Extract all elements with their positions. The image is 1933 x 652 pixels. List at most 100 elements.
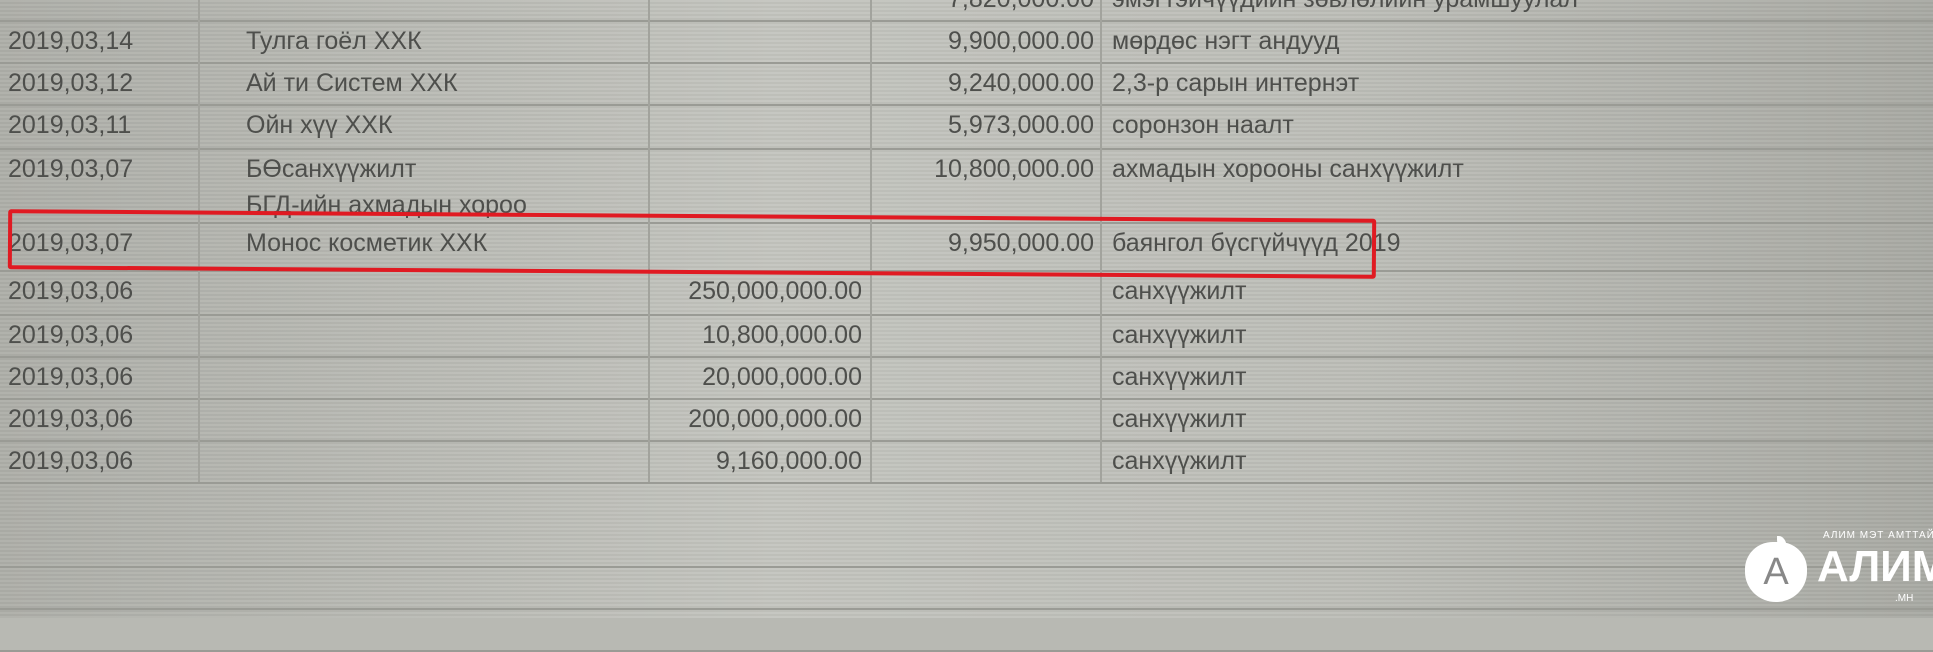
empty-row [0,608,1933,652]
table-row: 2019,03,07 БӨсанхүүжилт БГД-ийн ахмадын хо… [0,148,1933,224]
description-cell[interactable]: санхүүжилт [1102,440,1933,482]
expense-cell[interactable]: 10,800,000.00 [872,148,1102,222]
income-cell[interactable]: 200,000,000.00 [650,398,872,440]
table-row: 2019,03,06 9,160,000.00 санхүүжилт [0,440,1933,484]
name-cell[interactable] [200,270,650,314]
logo-letter: А [1763,551,1789,593]
name-cell[interactable] [200,314,650,356]
income-cell-text: 200,000,000.00 [688,405,862,433]
name-cell-line2: БГД-ийн ахмадын хороо [246,191,527,219]
date-cell[interactable]: 2019,03,07 [0,222,200,270]
date-cell[interactable]: 2019,03,06 [0,270,200,314]
expense-cell[interactable]: 7,820,000.00 [872,0,1102,20]
description-cell-text: ахмадын хорооны санхүүжилт [1112,155,1464,183]
description-cell[interactable]: 2,3-р сарын интернэт [1102,62,1933,104]
expense-cell-text: 9,240,000.00 [948,69,1094,97]
expense-cell[interactable]: 9,240,000.00 [872,62,1102,104]
description-cell[interactable]: санхүүжилт [1102,314,1933,356]
income-cell[interactable]: 9,160,000.00 [650,440,872,482]
income-cell[interactable]: 10,800,000.00 [650,314,872,356]
date-cell-text: 2019,03,12 [8,69,134,97]
description-cell[interactable]: санхүүжилт [1102,270,1933,314]
expense-cell[interactable] [872,356,1102,398]
expense-cell[interactable] [872,270,1102,314]
name-cell[interactable]: Тулга гоёл ХХК [200,20,650,62]
expense-cell[interactable] [872,440,1102,482]
description-cell[interactable]: мөрдөс нэгт андууд [1102,20,1933,62]
table-row: 2019,03,07 Монос косметик ХХК 9,950,000.00… [0,222,1933,272]
name-cell-text: Тулга гоёл ХХК [246,27,422,55]
name-cell[interactable] [200,0,650,20]
expense-cell[interactable] [872,314,1102,356]
description-cell-text: санхүүжилт [1112,447,1247,475]
empty-row [0,524,1933,568]
description-cell-text: санхүүжилт [1112,277,1247,305]
date-cell[interactable]: 2019,03,06 [0,398,200,440]
description-cell[interactable]: эмэгтэйчүүдийн зөвлөлийн урамшуулал [1102,0,1933,20]
name-cell[interactable]: Монос косметик ХХК [200,222,650,270]
date-cell[interactable]: 2019,03,11 [0,104,200,148]
description-cell[interactable]: санхүүжилт [1102,356,1933,398]
name-cell-text: Ай ти Систем ХХК [246,69,458,97]
apple-icon: А [1745,536,1807,602]
income-cell-text: 10,800,000.00 [702,321,862,349]
description-cell[interactable]: ахмадын хорооны санхүүжилт [1102,148,1933,222]
income-cell-text: 250,000,000.00 [688,277,862,305]
logo-tagline: АЛИМ МЭТ АМТТАЙ [1823,530,1933,541]
expense-cell-text: 10,800,000.00 [934,155,1094,183]
expense-cell[interactable]: 9,900,000.00 [872,20,1102,62]
date-cell-text: 2019,03,06 [8,405,134,433]
date-cell-text: 2019,03,14 [8,27,134,55]
date-cell[interactable] [0,0,200,20]
description-cell-text: санхүүжилт [1112,363,1247,391]
table-row: 2019,03,06 10,800,000.00 санхүүжилт [0,314,1933,358]
date-cell-text: 2019,03,07 [8,155,134,183]
date-cell[interactable]: 2019,03,14 [0,20,200,62]
description-cell[interactable]: баянгол бүсгүйчүүд 2019 [1102,222,1933,270]
date-cell-text: 2019,03,07 [8,229,134,257]
name-cell[interactable]: БӨсанхүүжилт БГД-ийн ахмадын хороо [200,148,650,222]
income-cell[interactable] [650,222,872,270]
expense-cell[interactable] [872,398,1102,440]
table-row: 2019,03,06 20,000,000.00 санхүүжилт [0,356,1933,400]
empty-row [0,566,1933,610]
description-cell[interactable]: соронзон наалт [1102,104,1933,148]
description-cell-text: мөрдөс нэгт андууд [1112,27,1340,55]
table-row: 2019,03,14 Тулга гоёл ХХК 9,900,000.00 мөрд… [0,20,1933,64]
name-cell-text: БӨсанхүүжилт [246,155,417,183]
description-cell[interactable]: санхүүжилт [1102,398,1933,440]
name-cell[interactable] [200,356,650,398]
income-cell[interactable] [650,62,872,104]
name-cell[interactable] [200,440,650,482]
income-cell-text: 9,160,000.00 [716,447,862,475]
date-cell[interactable]: 2019,03,12 [0,62,200,104]
name-cell[interactable] [200,398,650,440]
description-cell-text: санхүүжилт [1112,321,1247,349]
date-cell[interactable]: 2019,03,06 [0,440,200,482]
table-row: 7,820,000.00 эмэгтэйчүүдийн зөвлөлийн ура… [0,0,1933,22]
date-cell[interactable]: 2019,03,07 [0,148,200,222]
expense-cell[interactable]: 9,950,000.00 [872,222,1102,270]
expense-cell-text: 9,950,000.00 [948,229,1094,257]
date-cell[interactable]: 2019,03,06 [0,314,200,356]
income-cell[interactable] [650,0,872,20]
name-cell-text: Ойн хүү ХХК [246,111,393,139]
table-row: 2019,03,06 250,000,000.00 санхүүжилт [0,270,1933,316]
income-cell[interactable] [650,148,872,222]
name-cell[interactable]: Ай ти Систем ХХК [200,62,650,104]
description-cell-text: 2,3-р сарын интернэт [1112,69,1360,97]
income-cell-text: 20,000,000.00 [702,363,862,391]
date-cell-text: 2019,03,06 [8,363,134,391]
description-cell-text: санхүүжилт [1112,405,1247,433]
expense-cell-text: 9,900,000.00 [948,27,1094,55]
expense-cell-text: 7,820,000.00 [948,0,1094,13]
date-cell[interactable]: 2019,03,06 [0,356,200,398]
income-cell[interactable]: 20,000,000.00 [650,356,872,398]
income-cell[interactable]: 250,000,000.00 [650,270,872,314]
expense-cell[interactable]: 5,973,000.00 [872,104,1102,148]
income-cell[interactable] [650,20,872,62]
name-cell[interactable]: Ойн хүү ХХК [200,104,650,148]
description-cell-text: эмэгтэйчүүдийн зөвлөлийн урамшуулал [1112,0,1578,13]
income-cell[interactable] [650,104,872,148]
